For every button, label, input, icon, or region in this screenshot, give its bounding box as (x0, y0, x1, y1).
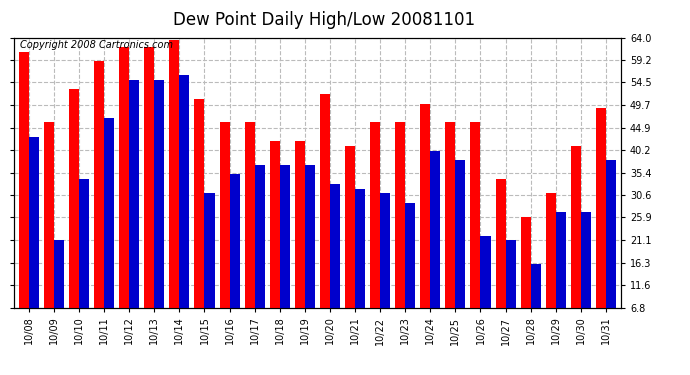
Bar (330, 184, 340, 308)
Bar (596, 108, 606, 307)
Bar (54, 240, 64, 308)
Bar (155, 80, 164, 308)
Bar (119, 47, 129, 308)
Bar (230, 174, 239, 308)
Bar (320, 94, 330, 308)
Bar (420, 104, 431, 308)
Bar (431, 151, 440, 308)
Bar (279, 165, 290, 308)
Bar (79, 179, 89, 308)
Bar (471, 123, 480, 308)
Bar (129, 80, 139, 308)
Bar (255, 165, 265, 308)
Bar (606, 160, 616, 308)
Text: Dew Point Daily High/Low 20081101: Dew Point Daily High/Low 20081101 (173, 11, 475, 29)
Bar (195, 99, 204, 308)
Bar (44, 123, 54, 308)
Text: Copyright 2008 Cartronics.com: Copyright 2008 Cartronics.com (20, 40, 173, 50)
Bar (69, 89, 79, 308)
Bar (445, 123, 455, 308)
Bar (29, 136, 39, 308)
Bar (219, 123, 230, 308)
Bar (546, 193, 555, 308)
Bar (495, 179, 506, 308)
Bar (179, 75, 190, 308)
Bar (395, 123, 405, 308)
Bar (571, 146, 581, 308)
Bar (104, 118, 114, 308)
Bar (370, 123, 380, 308)
Bar (305, 165, 315, 308)
Bar (355, 189, 365, 308)
Bar (581, 212, 591, 308)
Bar (204, 193, 215, 308)
Bar (555, 212, 566, 308)
Bar (531, 264, 541, 308)
Bar (245, 123, 255, 308)
Bar (506, 240, 515, 308)
Bar (345, 146, 355, 308)
Bar (455, 160, 466, 308)
Bar (521, 217, 531, 308)
Bar (270, 141, 279, 308)
Bar (144, 47, 155, 308)
Bar (94, 61, 104, 308)
Bar (295, 141, 305, 308)
Bar (19, 52, 29, 308)
Bar (380, 193, 390, 308)
Bar (405, 203, 415, 308)
Bar (169, 40, 179, 308)
Bar (480, 236, 491, 308)
